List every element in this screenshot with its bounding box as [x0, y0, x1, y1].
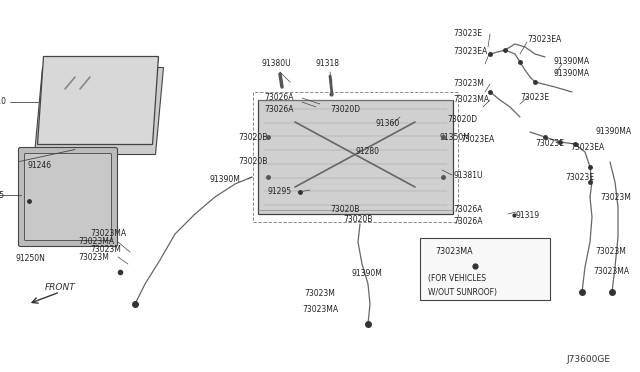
Text: 73023M: 73023M [453, 80, 484, 89]
Text: 73023M: 73023M [78, 253, 109, 262]
Text: 73023E: 73023E [520, 93, 549, 102]
Text: 73020B: 73020B [343, 215, 372, 224]
Text: 73020B: 73020B [238, 157, 268, 167]
Text: J73600GE: J73600GE [566, 356, 610, 365]
Text: 73023M: 73023M [90, 246, 121, 254]
FancyBboxPatch shape [420, 238, 550, 300]
Text: 73026A: 73026A [264, 93, 294, 103]
Text: 73023MA: 73023MA [90, 230, 126, 238]
FancyBboxPatch shape [19, 148, 118, 247]
Text: 73026A: 73026A [453, 205, 483, 215]
Text: 73026A: 73026A [264, 106, 294, 115]
Polygon shape [38, 57, 159, 144]
Text: 73023MA: 73023MA [435, 247, 472, 257]
Text: 91390M: 91390M [209, 174, 240, 183]
Text: 91275: 91275 [0, 190, 4, 199]
Text: FRONT: FRONT [45, 282, 76, 292]
Text: 91381U: 91381U [453, 170, 483, 180]
Text: 73023MA: 73023MA [453, 96, 489, 105]
Text: 73023E: 73023E [453, 29, 482, 38]
Text: 91250N: 91250N [15, 254, 45, 263]
Text: 73023MA: 73023MA [593, 267, 629, 276]
Text: 73023MA: 73023MA [78, 237, 114, 247]
Text: 91319: 91319 [516, 211, 540, 219]
Text: 91390MA: 91390MA [553, 58, 589, 67]
Text: 73023MA: 73023MA [302, 305, 338, 314]
Text: 91318: 91318 [316, 60, 340, 68]
Text: (FOR VEHICLES: (FOR VEHICLES [428, 273, 486, 282]
Text: 73023M: 73023M [304, 289, 335, 298]
Text: 73026A: 73026A [453, 218, 483, 227]
Text: 73023EA: 73023EA [460, 135, 494, 144]
Text: 91280: 91280 [355, 148, 379, 157]
Text: 91390MA: 91390MA [553, 70, 589, 78]
Polygon shape [35, 67, 163, 154]
Text: 91380U: 91380U [262, 60, 292, 68]
Text: 73023EA: 73023EA [527, 35, 561, 45]
Text: 91390MA: 91390MA [596, 128, 632, 137]
Text: 73023EA: 73023EA [570, 142, 604, 151]
Text: 73020B: 73020B [238, 132, 268, 141]
Text: 73023EA: 73023EA [453, 48, 487, 57]
Text: 91360: 91360 [376, 119, 400, 128]
FancyBboxPatch shape [24, 154, 111, 241]
Text: 73023E: 73023E [565, 173, 594, 182]
Text: 73020B: 73020B [330, 205, 360, 214]
Text: 73020D: 73020D [447, 115, 477, 125]
Text: 91246: 91246 [28, 161, 52, 170]
Text: 91295: 91295 [268, 187, 292, 196]
Text: 73023M: 73023M [600, 192, 631, 202]
FancyBboxPatch shape [257, 100, 452, 214]
Text: 73023E: 73023E [535, 140, 564, 148]
Text: 91210: 91210 [0, 97, 6, 106]
Text: W/OUT SUNROOF): W/OUT SUNROOF) [428, 288, 497, 296]
Text: 91350M: 91350M [440, 132, 471, 141]
Text: 73020D: 73020D [330, 106, 360, 115]
Text: 73023M: 73023M [595, 247, 626, 257]
Text: 91390M: 91390M [352, 269, 383, 279]
